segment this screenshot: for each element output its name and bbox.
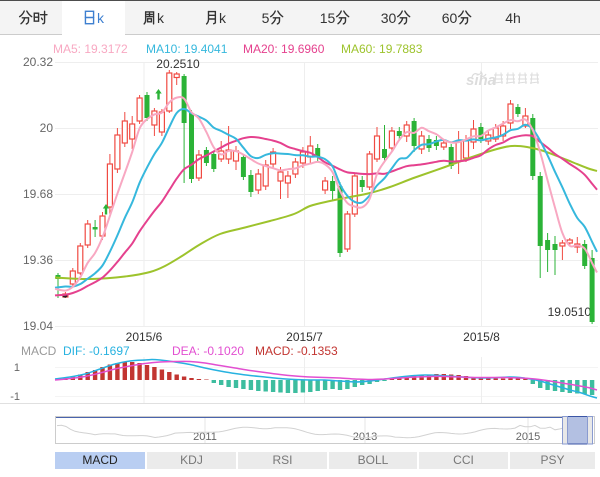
svg-text:MA20: 19.6960: MA20: 19.6960 xyxy=(243,42,325,56)
svg-text:MACD: -0.1353: MACD: -0.1353 xyxy=(255,344,338,358)
svg-text:2013: 2013 xyxy=(353,431,377,443)
svg-text:-1: -1 xyxy=(10,391,20,403)
svg-text:19.36: 19.36 xyxy=(23,253,53,267)
svg-text:sina: sina xyxy=(466,72,496,89)
svg-text:20: 20 xyxy=(40,121,54,135)
svg-text:19.0510: 19.0510 xyxy=(548,305,592,319)
svg-text:1: 1 xyxy=(14,362,20,374)
svg-text:20.2510: 20.2510 xyxy=(156,57,200,71)
svg-text:2015/8: 2015/8 xyxy=(463,330,500,344)
svg-text:2015: 2015 xyxy=(516,431,540,443)
svg-text:MA5: 19.3172: MA5: 19.3172 xyxy=(53,42,128,56)
svg-text:DEA: -0.1020: DEA: -0.1020 xyxy=(172,344,244,358)
svg-text:2011: 2011 xyxy=(193,431,217,443)
svg-text:MACD: MACD xyxy=(21,344,57,358)
svg-text:2015/7: 2015/7 xyxy=(286,330,323,344)
svg-text:19.68: 19.68 xyxy=(23,187,53,201)
svg-text:MA60: 19.7883: MA60: 19.7883 xyxy=(341,42,423,56)
svg-text:2015/6: 2015/6 xyxy=(126,330,163,344)
svg-text:19.04: 19.04 xyxy=(23,319,53,333)
svg-text:DIF: -0.1697: DIF: -0.1697 xyxy=(63,344,130,358)
svg-text:MA10: 19.4041: MA10: 19.4041 xyxy=(146,42,228,56)
svg-text:20.32: 20.32 xyxy=(23,55,53,69)
